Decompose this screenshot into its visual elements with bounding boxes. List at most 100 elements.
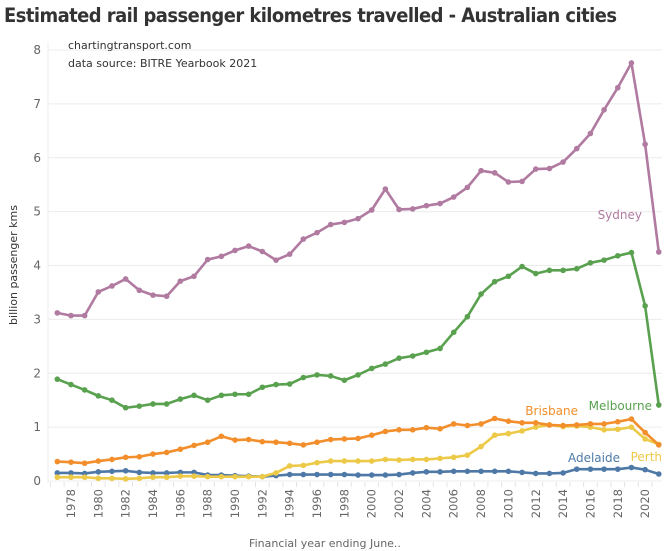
data-point[interactable] (437, 455, 443, 462)
data-point[interactable] (587, 130, 594, 137)
data-point[interactable] (327, 471, 334, 478)
data-point[interactable] (628, 416, 635, 422)
data-point[interactable] (204, 256, 211, 263)
data-point[interactable] (478, 291, 484, 297)
data-point[interactable] (355, 372, 361, 378)
data-point[interactable] (532, 166, 539, 172)
data-point[interactable] (450, 421, 457, 427)
data-point[interactable] (560, 422, 566, 429)
data-point[interactable] (150, 470, 156, 476)
data-point[interactable] (655, 471, 662, 477)
data-point[interactable] (546, 470, 553, 477)
data-point[interactable] (232, 437, 238, 443)
data-point[interactable] (314, 459, 320, 466)
data-point[interactable] (532, 424, 539, 430)
data-point[interactable] (109, 397, 115, 403)
data-point[interactable] (409, 427, 416, 433)
data-point[interactable] (491, 278, 498, 285)
data-point[interactable] (368, 365, 375, 372)
data-point[interactable] (382, 186, 389, 192)
data-point[interactable] (286, 251, 293, 257)
data-point[interactable] (396, 457, 402, 463)
data-point[interactable] (54, 458, 61, 465)
data-point[interactable] (95, 458, 102, 464)
data-point[interactable] (450, 194, 457, 200)
data-point[interactable] (382, 361, 389, 367)
data-point[interactable] (655, 442, 662, 448)
data-point[interactable] (68, 459, 74, 465)
data-point[interactable] (409, 456, 416, 463)
data-point[interactable] (655, 249, 662, 255)
data-point[interactable] (642, 141, 648, 148)
data-point[interactable] (532, 420, 539, 426)
data-point[interactable] (396, 206, 402, 213)
data-point[interactable] (491, 170, 498, 176)
data-point[interactable] (191, 442, 197, 449)
data-point[interactable] (286, 463, 293, 469)
data-point[interactable] (532, 470, 539, 477)
data-point[interactable] (122, 454, 129, 461)
data-point[interactable] (68, 312, 74, 319)
data-point[interactable] (409, 206, 416, 212)
data-point[interactable] (232, 473, 238, 480)
data-point[interactable] (491, 432, 498, 439)
data-point[interactable] (655, 402, 662, 408)
data-point[interactable] (327, 221, 334, 228)
data-point[interactable] (573, 145, 580, 152)
data-point[interactable] (587, 260, 594, 266)
data-point[interactable] (437, 345, 443, 352)
data-point[interactable] (546, 422, 553, 428)
data-point[interactable] (204, 397, 211, 403)
data-point[interactable] (300, 462, 307, 469)
data-point[interactable] (601, 421, 607, 427)
data-point[interactable] (341, 436, 348, 442)
data-point[interactable] (163, 293, 170, 300)
data-point[interactable] (314, 372, 320, 378)
data-point[interactable] (614, 253, 621, 259)
data-point[interactable] (245, 391, 252, 398)
data-point[interactable] (437, 425, 443, 432)
data-point[interactable] (286, 440, 293, 447)
data-point[interactable] (423, 469, 430, 475)
data-point[interactable] (314, 439, 320, 446)
data-point[interactable] (601, 466, 607, 472)
data-point[interactable] (122, 467, 129, 474)
data-point[interactable] (136, 475, 143, 482)
data-point[interactable] (382, 472, 389, 478)
data-point[interactable] (150, 474, 156, 481)
data-point[interactable] (573, 265, 580, 272)
data-point[interactable] (54, 376, 61, 382)
data-point[interactable] (642, 466, 648, 473)
data-point[interactable] (177, 396, 184, 402)
data-point[interactable] (81, 312, 88, 319)
data-point[interactable] (95, 393, 102, 399)
data-point[interactable] (368, 458, 375, 464)
data-point[interactable] (464, 468, 471, 475)
data-point[interactable] (273, 257, 279, 263)
data-point[interactable] (327, 436, 334, 443)
data-point[interactable] (642, 303, 648, 309)
data-point[interactable] (204, 439, 211, 446)
data-point[interactable] (628, 464, 635, 471)
data-point[interactable] (273, 470, 279, 476)
data-point[interactable] (191, 473, 197, 479)
data-point[interactable] (368, 207, 375, 213)
data-point[interactable] (423, 202, 430, 209)
data-point[interactable] (601, 107, 607, 113)
data-point[interactable] (382, 428, 389, 435)
data-point[interactable] (327, 373, 334, 379)
data-point[interactable] (122, 276, 129, 282)
data-point[interactable] (478, 167, 484, 174)
data-point[interactable] (464, 452, 471, 458)
data-point[interactable] (519, 420, 525, 426)
data-point[interactable] (314, 229, 320, 236)
data-point[interactable] (396, 471, 402, 478)
data-point[interactable] (560, 159, 566, 165)
data-point[interactable] (601, 257, 607, 263)
data-point[interactable] (177, 473, 184, 479)
data-point[interactable] (505, 179, 512, 185)
data-point[interactable] (546, 267, 553, 274)
data-point[interactable] (491, 468, 498, 475)
data-point[interactable] (95, 289, 102, 295)
data-point[interactable] (355, 435, 361, 442)
